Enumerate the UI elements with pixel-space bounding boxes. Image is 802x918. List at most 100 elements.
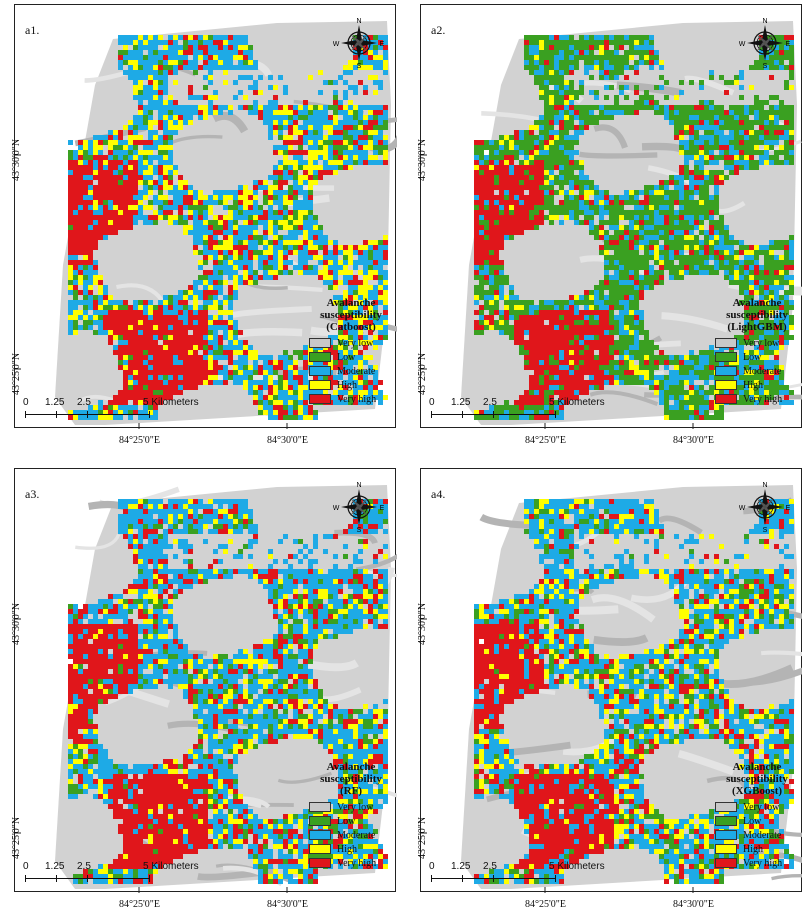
svg-text:E: E: [380, 41, 385, 48]
legend-swatch: [309, 816, 331, 826]
svg-text:S: S: [357, 63, 362, 69]
scale-bar: 0 1.25 2.5 5 Kilometers: [23, 861, 223, 891]
legend-label: Low: [337, 815, 356, 827]
legend-swatch: [309, 380, 331, 390]
legend-item: High: [309, 842, 397, 856]
legend-label: Very low: [743, 801, 780, 813]
longitude-label-left: 84°25'0"E: [525, 435, 566, 446]
susceptibility-map: [15, 485, 397, 893]
latitude-label-bottom: 43°25'0"N: [417, 352, 428, 395]
legend-label: Very low: [337, 337, 374, 349]
north-arrow-icon: N S E W: [739, 18, 791, 69]
legend-item: Low: [715, 814, 802, 828]
map-panel-lightgbm: a2. N S E W 43°30'0"N 43°25'0"N 84°25'0"…: [417, 4, 802, 446]
susceptibility-cells: [68, 35, 388, 420]
north-arrow-icon: N S E W: [333, 482, 385, 533]
legend-label: Moderate: [337, 829, 376, 841]
legend-swatch: [309, 352, 331, 362]
legend: Avalanche susceptibility (Catboost) Very …: [305, 297, 397, 406]
longitude-label-right: 84°30'0"E: [673, 899, 714, 910]
legend-item: Low: [309, 350, 397, 364]
legend-label: Moderate: [337, 365, 376, 377]
legend-item: High: [715, 842, 802, 856]
scale-bar: 0 1.25 2.5 5 Kilometers: [23, 397, 223, 427]
legend-item: Very low: [309, 336, 397, 350]
map-panel-rf: a3. N S E W 43°30'0"N 43°25'0"N 84°25'0"…: [11, 468, 397, 910]
legend: Avalanche susceptibility (RF) Very low Low…: [305, 761, 397, 870]
legend-item: Moderate: [715, 364, 802, 378]
legend-item: Very high: [715, 392, 802, 406]
legend-swatch: [715, 380, 737, 390]
longitude-label-left: 84°25'0"E: [119, 899, 160, 910]
legend-swatch: [715, 816, 737, 826]
legend-swatch: [715, 830, 737, 840]
legend-title: Avalanche susceptibility (XGBoost): [726, 761, 788, 797]
north-arrow-icon: N S E W: [333, 18, 385, 69]
susceptibility-map: [421, 485, 802, 893]
latitude-label-top: 43°30'0"N: [417, 138, 428, 181]
legend-label: High: [337, 843, 357, 855]
legend-swatch: [715, 352, 737, 362]
legend-swatch: [715, 338, 737, 348]
map-panel-catboost: a1. N S E W 43°30'0"N 43°25'0"N 84°25'0"…: [11, 4, 397, 446]
legend-label: Very high: [743, 393, 783, 405]
legend-swatch: [715, 394, 737, 404]
legend: Avalanche susceptibility (LightGBM) Very …: [711, 297, 802, 406]
legend-swatch: [715, 802, 737, 812]
legend-label: Low: [337, 351, 356, 363]
legend-item: Very high: [715, 856, 802, 870]
latitude-label-top: 43°30'0"N: [11, 138, 22, 181]
panel-label: a1.: [25, 23, 40, 37]
legend-label: Moderate: [743, 365, 782, 377]
north-arrow-icon: N S E W: [739, 482, 791, 533]
susceptibility-cells: [474, 499, 794, 884]
longitude-label-right: 84°30'0"E: [673, 435, 714, 446]
legend-swatch: [309, 830, 331, 840]
legend-swatch: [715, 366, 737, 376]
legend-label: High: [743, 843, 763, 855]
legend-swatch: [715, 858, 737, 868]
legend-label: Low: [743, 351, 762, 363]
legend-item: High: [715, 378, 802, 392]
legend-swatch: [309, 844, 331, 854]
legend-label: High: [337, 379, 357, 391]
scale-bar: 0 1.25 2.5 5 Kilometers: [429, 397, 629, 427]
graticule-ticks: [421, 618, 694, 893]
legend-swatch: [309, 394, 331, 404]
legend-swatch: [309, 338, 331, 348]
legend-item: Moderate: [309, 828, 397, 842]
longitude-label-right: 84°30'0"E: [267, 435, 308, 446]
legend-label: Very high: [337, 393, 377, 405]
longitude-label-right: 84°30'0"E: [267, 899, 308, 910]
legend-swatch: [309, 366, 331, 376]
legend: Avalanche susceptibility (XGBoost) Very l…: [711, 761, 802, 870]
latitude-label-top: 43°30'0"N: [11, 602, 22, 645]
panel-label: a4.: [431, 487, 446, 501]
legend-label: Very high: [337, 857, 377, 869]
legend-swatch: [309, 802, 331, 812]
legend-swatch: [715, 844, 737, 854]
latitude-label-top: 43°30'0"N: [417, 602, 428, 645]
legend-item: Very low: [715, 336, 802, 350]
legend-label: Moderate: [743, 829, 782, 841]
latitude-label-bottom: 43°25'0"N: [11, 352, 22, 395]
legend-label: Very low: [743, 337, 780, 349]
longitude-label-left: 84°25'0"E: [119, 435, 160, 446]
legend-item: Very low: [715, 800, 802, 814]
legend-item: Low: [309, 814, 397, 828]
latitude-label-bottom: 43°25'0"N: [11, 816, 22, 859]
legend-item: Very high: [309, 392, 397, 406]
legend-item: Very high: [309, 856, 397, 870]
panel-label: a2.: [431, 23, 446, 37]
svg-text:W: W: [333, 41, 340, 48]
scale-bar: 0 1.25 2.5 5 Kilometers: [429, 861, 629, 891]
legend-item: High: [309, 378, 397, 392]
graticule-ticks: [421, 154, 694, 429]
susceptibility-map: [15, 21, 397, 429]
legend-title: Avalanche susceptibility (LightGBM): [726, 297, 788, 333]
legend-label: Very high: [743, 857, 783, 869]
graticule-ticks: [15, 154, 288, 429]
legend-title: Avalanche susceptibility (Catboost): [320, 297, 382, 333]
legend-item: Very low: [309, 800, 397, 814]
legend-label: Very low: [337, 801, 374, 813]
